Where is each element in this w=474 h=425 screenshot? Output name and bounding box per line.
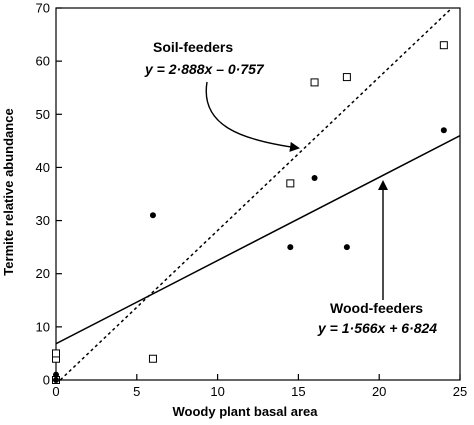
soil-feeders-arrow	[205, 81, 300, 152]
wood-feeders-equation: y = 1·566x + 6·824	[317, 320, 437, 336]
axis-ticks: 0 5 10 15 20 25 0 10 20 30 40 50 60 70	[36, 1, 468, 400]
y-tick-label: 50	[36, 107, 50, 122]
soil-feeder-point	[342, 73, 351, 82]
y-tick-label: 10	[36, 319, 50, 334]
soil-feeders-equation: y = 2·888x – 0·757	[144, 61, 265, 77]
soil-feeder-point	[286, 179, 295, 188]
y-tick-label: 30	[36, 213, 50, 228]
y-tick-label: 40	[36, 160, 50, 175]
x-tick-label: 15	[291, 384, 305, 399]
wood-feeder-point	[149, 212, 156, 219]
y-tick-label: 0	[43, 373, 50, 388]
wood-feeder-point	[343, 244, 350, 251]
x-tick-label: 0	[52, 384, 59, 399]
x-tick-label: 5	[133, 384, 140, 399]
x-tick-label: 10	[210, 384, 224, 399]
wood-feeder-point	[53, 371, 59, 378]
x-tick-label: 25	[453, 384, 467, 399]
x-axis-title: Woody plant basal area	[173, 404, 319, 419]
x-tick-label: 20	[372, 384, 386, 399]
wood-feeder-point	[53, 377, 59, 383]
wood-feeder-point	[311, 175, 318, 182]
soil-feeders-label: Soil-feeders	[153, 39, 233, 55]
annotations: Soil-feeders y = 2·888x – 0·757 Wood-feede…	[144, 39, 437, 336]
plot-border	[55, 7, 461, 381]
y-tick-label: 70	[36, 1, 50, 16]
y-tick-label: 20	[36, 266, 50, 281]
y-axis-title: Termite relative abundance	[1, 108, 16, 275]
soil-feeder-point	[52, 349, 60, 358]
soil-feeder-point	[310, 78, 319, 87]
plot-frame	[55, 7, 461, 381]
fit-lines	[56, 8, 460, 380]
wood-feeder-point	[440, 127, 447, 134]
wood-feeders-label: Wood-feeders	[330, 300, 423, 316]
wood-feeder-point	[287, 244, 294, 251]
soil-feedersfit-line	[59, 8, 454, 380]
data-points	[52, 41, 448, 384]
y-tick-label: 60	[36, 54, 50, 69]
wood-feedersfit-line	[56, 135, 460, 345]
soil-feeder-point	[148, 354, 157, 363]
soil-feeder-point	[439, 41, 448, 50]
